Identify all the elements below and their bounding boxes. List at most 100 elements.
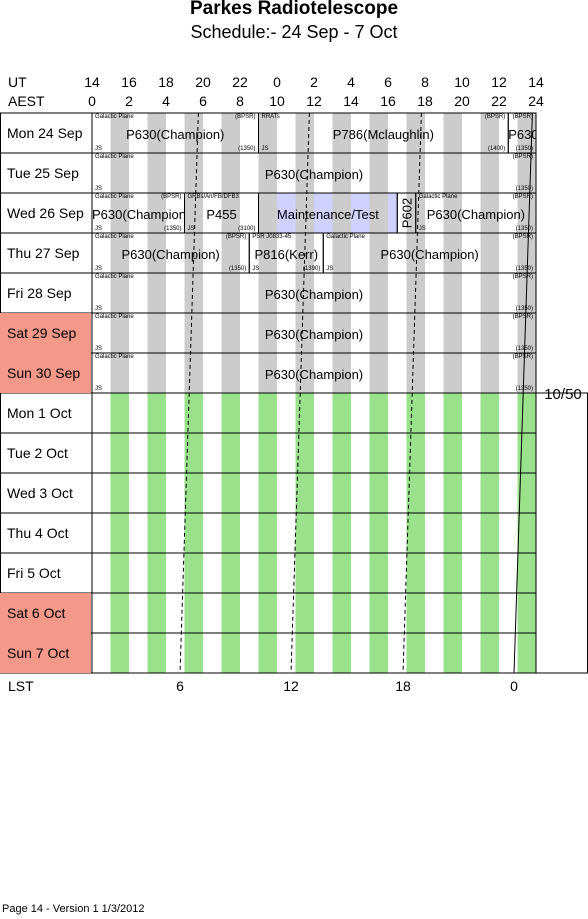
aest-hour-label: 4 bbox=[162, 93, 170, 109]
hour-stripe bbox=[110, 513, 129, 553]
hour-stripe bbox=[369, 273, 388, 313]
hour-stripe bbox=[221, 233, 240, 273]
schedule-block[interactable]: (BPSR) (1350) P630 bbox=[508, 113, 536, 153]
day-label: Sun 30 Sep bbox=[0, 353, 91, 393]
hour-stripe bbox=[110, 193, 129, 233]
schedule-block[interactable]: Maintenance/Test bbox=[259, 193, 398, 233]
block-backend: (BPSR) bbox=[512, 274, 533, 280]
ut-hour-label: 14 bbox=[528, 74, 544, 90]
hour-stripe bbox=[443, 113, 462, 153]
hour-stripe bbox=[258, 193, 277, 233]
schedule-block[interactable]: PSR J0833-45 JS (1390) P816(Kerr) bbox=[249, 233, 323, 273]
schedule-block[interactable]: Galactic Plane (BPSR) JS (1350) P630(Champio… bbox=[92, 193, 185, 233]
hour-stripe bbox=[332, 393, 351, 433]
hour-stripe bbox=[480, 353, 499, 393]
hour-stripe bbox=[147, 433, 166, 473]
hour-stripe bbox=[147, 193, 166, 233]
schedule-block[interactable]: RRATs (BPSR) JS (1400) P786(Mclaughlin) bbox=[259, 113, 509, 153]
hour-stripe bbox=[221, 193, 240, 233]
ut-hour-label: 18 bbox=[158, 74, 174, 90]
schedule-block[interactable]: Galactic Plane (BPSR) JS (1350) P630(Champio… bbox=[92, 273, 536, 313]
hour-stripe bbox=[480, 233, 499, 273]
hour-stripe bbox=[258, 553, 277, 593]
schedule-block[interactable]: Galactic Plane (BPSR) JS (1350) P630(Champio… bbox=[92, 113, 259, 153]
hour-stripe bbox=[443, 273, 462, 313]
block-target: Galactic Plane bbox=[95, 194, 134, 200]
hour-stripe bbox=[147, 473, 166, 513]
block-observer: JS bbox=[95, 306, 103, 312]
block-backend: (BPSR) bbox=[225, 234, 247, 240]
hour-stripe bbox=[147, 273, 166, 313]
ut-hour-label: 8 bbox=[421, 74, 429, 90]
hour-stripe bbox=[406, 593, 425, 633]
hour-stripe bbox=[184, 313, 203, 353]
block-target: Galactic Plane bbox=[326, 234, 365, 240]
hour-stripe bbox=[184, 193, 203, 233]
observation-count: 10/50 bbox=[544, 386, 582, 403]
block-target: Galactic Plane bbox=[95, 114, 134, 120]
hour-stripe bbox=[480, 393, 499, 433]
day-label: Tue 2 Oct bbox=[7, 445, 68, 461]
hour-stripe bbox=[221, 393, 240, 433]
hour-stripe bbox=[258, 313, 277, 353]
hour-stripe bbox=[517, 313, 536, 353]
schedule-block[interactable]: Galactic Plane (BPSR) JS (1350) P630(Champio… bbox=[92, 353, 536, 393]
hour-stripe bbox=[295, 513, 314, 553]
hour-stripe bbox=[480, 313, 499, 353]
hour-stripe bbox=[332, 193, 351, 233]
lst-line bbox=[402, 112, 422, 674]
page-subtitle: Schedule:- 24 Sep - 7 Oct bbox=[190, 22, 398, 42]
hour-stripe bbox=[184, 633, 203, 673]
hour-stripe bbox=[406, 353, 425, 393]
block-observer: JS bbox=[95, 226, 103, 232]
page-title: Parkes Radiotelescope bbox=[189, 0, 399, 19]
hour-stripe bbox=[369, 553, 388, 593]
schedule-block[interactable]: P602 bbox=[397, 193, 416, 233]
aest-hour-label: 22 bbox=[491, 93, 507, 109]
aest-hour-label: 0 bbox=[88, 93, 96, 109]
block-observer: JS bbox=[95, 266, 103, 272]
block-backend: (BPSR) bbox=[512, 314, 533, 320]
block-target: Galactic Plane bbox=[95, 274, 134, 280]
schedule-block[interactable]: Galactic Plane (BPSR) JS (1350) P630(Champio… bbox=[92, 233, 249, 273]
block-project: P630(Champion) bbox=[264, 167, 364, 182]
lst-label: LST bbox=[8, 678, 34, 694]
hour-stripe bbox=[221, 153, 240, 193]
hour-stripe bbox=[221, 633, 240, 673]
hour-stripe bbox=[369, 633, 388, 673]
day-label: Sun 7 Oct bbox=[0, 633, 91, 673]
aest-hour-label: 12 bbox=[306, 93, 322, 109]
hour-stripe bbox=[517, 193, 536, 233]
block-backend: (BPSR) bbox=[512, 194, 533, 200]
schedule-block[interactable]: Galactic Plane (BPSR) JS (1350) P630(Champio… bbox=[92, 313, 536, 353]
hour-stripe bbox=[517, 593, 536, 633]
schedule-block[interactable]: Galactic Plane (BPSR) JS (1350) P630(Champio… bbox=[416, 193, 536, 233]
block-frequency: (1350) bbox=[164, 226, 182, 232]
hour-stripe bbox=[332, 353, 351, 393]
schedule-block[interactable]: Galactic Plane (BPSR) JS (1350) P630(Champio… bbox=[92, 153, 536, 193]
hour-stripe bbox=[517, 353, 536, 393]
hour-stripe bbox=[443, 433, 462, 473]
block-backend: (BPSR) bbox=[512, 154, 533, 160]
hour-stripe bbox=[258, 633, 277, 673]
hour-stripe bbox=[406, 153, 425, 193]
hour-stripe bbox=[184, 393, 203, 433]
block-project: P630(Champion) bbox=[426, 207, 526, 222]
hour-stripe bbox=[258, 353, 277, 393]
day-label: Mon 24 Sep bbox=[7, 125, 83, 141]
block-frequency: (1350) bbox=[515, 306, 533, 312]
hour-stripe bbox=[110, 153, 129, 193]
hour-stripe bbox=[443, 553, 462, 593]
block-project: P816(Kerr) bbox=[254, 247, 319, 262]
day-label: Fri 5 Oct bbox=[7, 565, 61, 581]
block-project: P786(Mclaughlin) bbox=[332, 127, 434, 142]
hour-stripe bbox=[443, 513, 462, 553]
ut-hour-label: 10 bbox=[454, 74, 470, 90]
aest-hour-label: 6 bbox=[199, 93, 207, 109]
schedule-block[interactable]: GRBs/An/FB/DFB3 JS (3100) P455 bbox=[185, 193, 259, 233]
block-frequency: (3100) bbox=[238, 226, 256, 232]
schedule-block[interactable]: Galactic Plane (BPSR) JS (1350) P630(Champio… bbox=[323, 233, 536, 273]
day-label: Sat 29 Sep bbox=[0, 313, 91, 353]
hour-stripe bbox=[295, 553, 314, 593]
